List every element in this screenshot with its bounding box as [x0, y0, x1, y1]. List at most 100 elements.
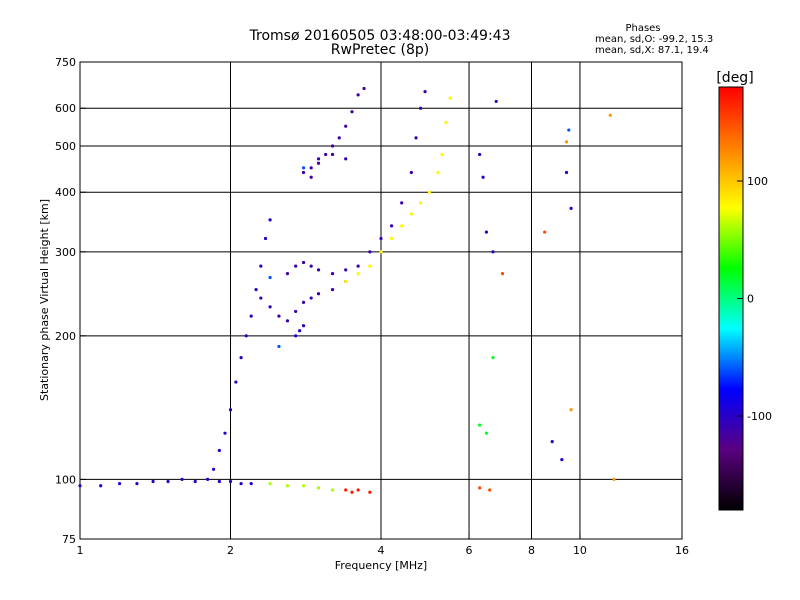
data-point — [379, 236, 383, 241]
data-point — [244, 334, 248, 338]
chart-title: Tromsø 20160505 03:48:00-03:49:43 — [249, 28, 511, 44]
data-point — [99, 484, 103, 488]
data-point — [478, 423, 482, 427]
data-point — [368, 264, 372, 268]
data-point — [444, 120, 448, 125]
data-point — [298, 329, 302, 333]
data-point — [268, 481, 272, 486]
data-point — [409, 170, 413, 175]
data-point — [567, 128, 571, 132]
data-point — [193, 479, 197, 484]
data-point — [488, 488, 492, 492]
data-point — [259, 264, 263, 268]
data-point — [277, 344, 281, 349]
data-point — [330, 488, 335, 492]
data-point — [427, 190, 432, 194]
data-point — [344, 279, 348, 284]
data-point — [206, 477, 210, 482]
data-point — [301, 170, 306, 175]
y-tick-label: 500 — [55, 140, 76, 153]
x-tick-label: 1 — [77, 544, 84, 557]
x-axis-label: Frequency [MHz] — [335, 559, 427, 572]
data-point — [330, 152, 335, 157]
y-tick-label: 300 — [55, 246, 76, 259]
y-tick-label: 400 — [55, 186, 76, 199]
data-point — [481, 175, 485, 179]
y-tick-label: 100 — [55, 473, 76, 486]
data-point — [389, 236, 394, 241]
data-point — [217, 479, 221, 484]
data-point — [135, 481, 139, 486]
y-tick-label: 200 — [55, 330, 76, 343]
data-point — [484, 431, 489, 435]
data-point — [301, 260, 306, 265]
data-point — [414, 136, 418, 140]
y-tick-label: 75 — [62, 533, 76, 546]
colorbar-tick-label: -100 — [747, 410, 772, 423]
data-point — [309, 175, 313, 179]
data-point — [448, 96, 452, 100]
data-point — [478, 152, 482, 157]
data-point — [285, 272, 290, 276]
data-point — [316, 292, 321, 296]
data-point — [211, 467, 216, 471]
data-point — [228, 408, 233, 412]
data-point — [350, 110, 354, 114]
data-point — [217, 448, 221, 453]
data-point — [368, 250, 372, 254]
data-point — [564, 140, 569, 144]
data-point — [330, 144, 335, 148]
data-point — [268, 305, 272, 309]
x-tick-label: 16 — [675, 544, 689, 557]
data-point — [418, 106, 423, 110]
data-point — [436, 170, 440, 175]
data-point — [330, 272, 335, 276]
data-point — [309, 296, 313, 300]
data-point — [117, 481, 122, 486]
data-point — [484, 230, 489, 234]
x-tick-label: 8 — [528, 544, 535, 557]
data-point — [569, 408, 573, 412]
data-point — [564, 170, 569, 175]
data-point — [316, 486, 321, 490]
data-point — [316, 161, 321, 165]
data-point — [309, 166, 313, 170]
data-point — [350, 490, 354, 494]
data-point — [301, 484, 306, 488]
data-point — [356, 264, 360, 268]
data-point — [223, 431, 227, 435]
y-axis-label: Stationary phase Virtual Height [km] — [38, 199, 51, 401]
data-point — [330, 287, 335, 292]
data-point — [409, 212, 413, 216]
data-point — [239, 481, 243, 486]
data-point — [491, 250, 495, 254]
chart-subtitle: RwPretec (8p) — [331, 42, 429, 58]
data-point — [239, 356, 243, 360]
data-point — [268, 275, 272, 280]
stats-line-x: mean, sd,X: 87.1, 19.4 — [595, 45, 709, 56]
data-point — [316, 157, 321, 161]
data-point — [491, 356, 495, 360]
data-point — [356, 272, 360, 276]
grid — [80, 62, 682, 539]
data-point — [612, 477, 616, 482]
colorbar-tick-label: 0 — [747, 293, 754, 306]
x-tick-label: 4 — [378, 544, 385, 557]
data-point — [344, 124, 348, 128]
data-point — [423, 90, 427, 94]
data-point — [263, 236, 268, 241]
data-point — [418, 201, 423, 205]
data-point — [324, 152, 328, 157]
data-point — [356, 488, 360, 492]
data-point — [368, 490, 372, 494]
y-tick-label: 750 — [55, 56, 76, 69]
data-point — [166, 479, 170, 484]
data-point — [277, 314, 281, 318]
stats-header: Phases — [625, 23, 660, 34]
data-point — [344, 268, 348, 272]
data-point — [249, 314, 253, 318]
data-point — [494, 99, 498, 104]
y-tick-label: 600 — [55, 102, 76, 115]
data-point — [78, 484, 82, 488]
